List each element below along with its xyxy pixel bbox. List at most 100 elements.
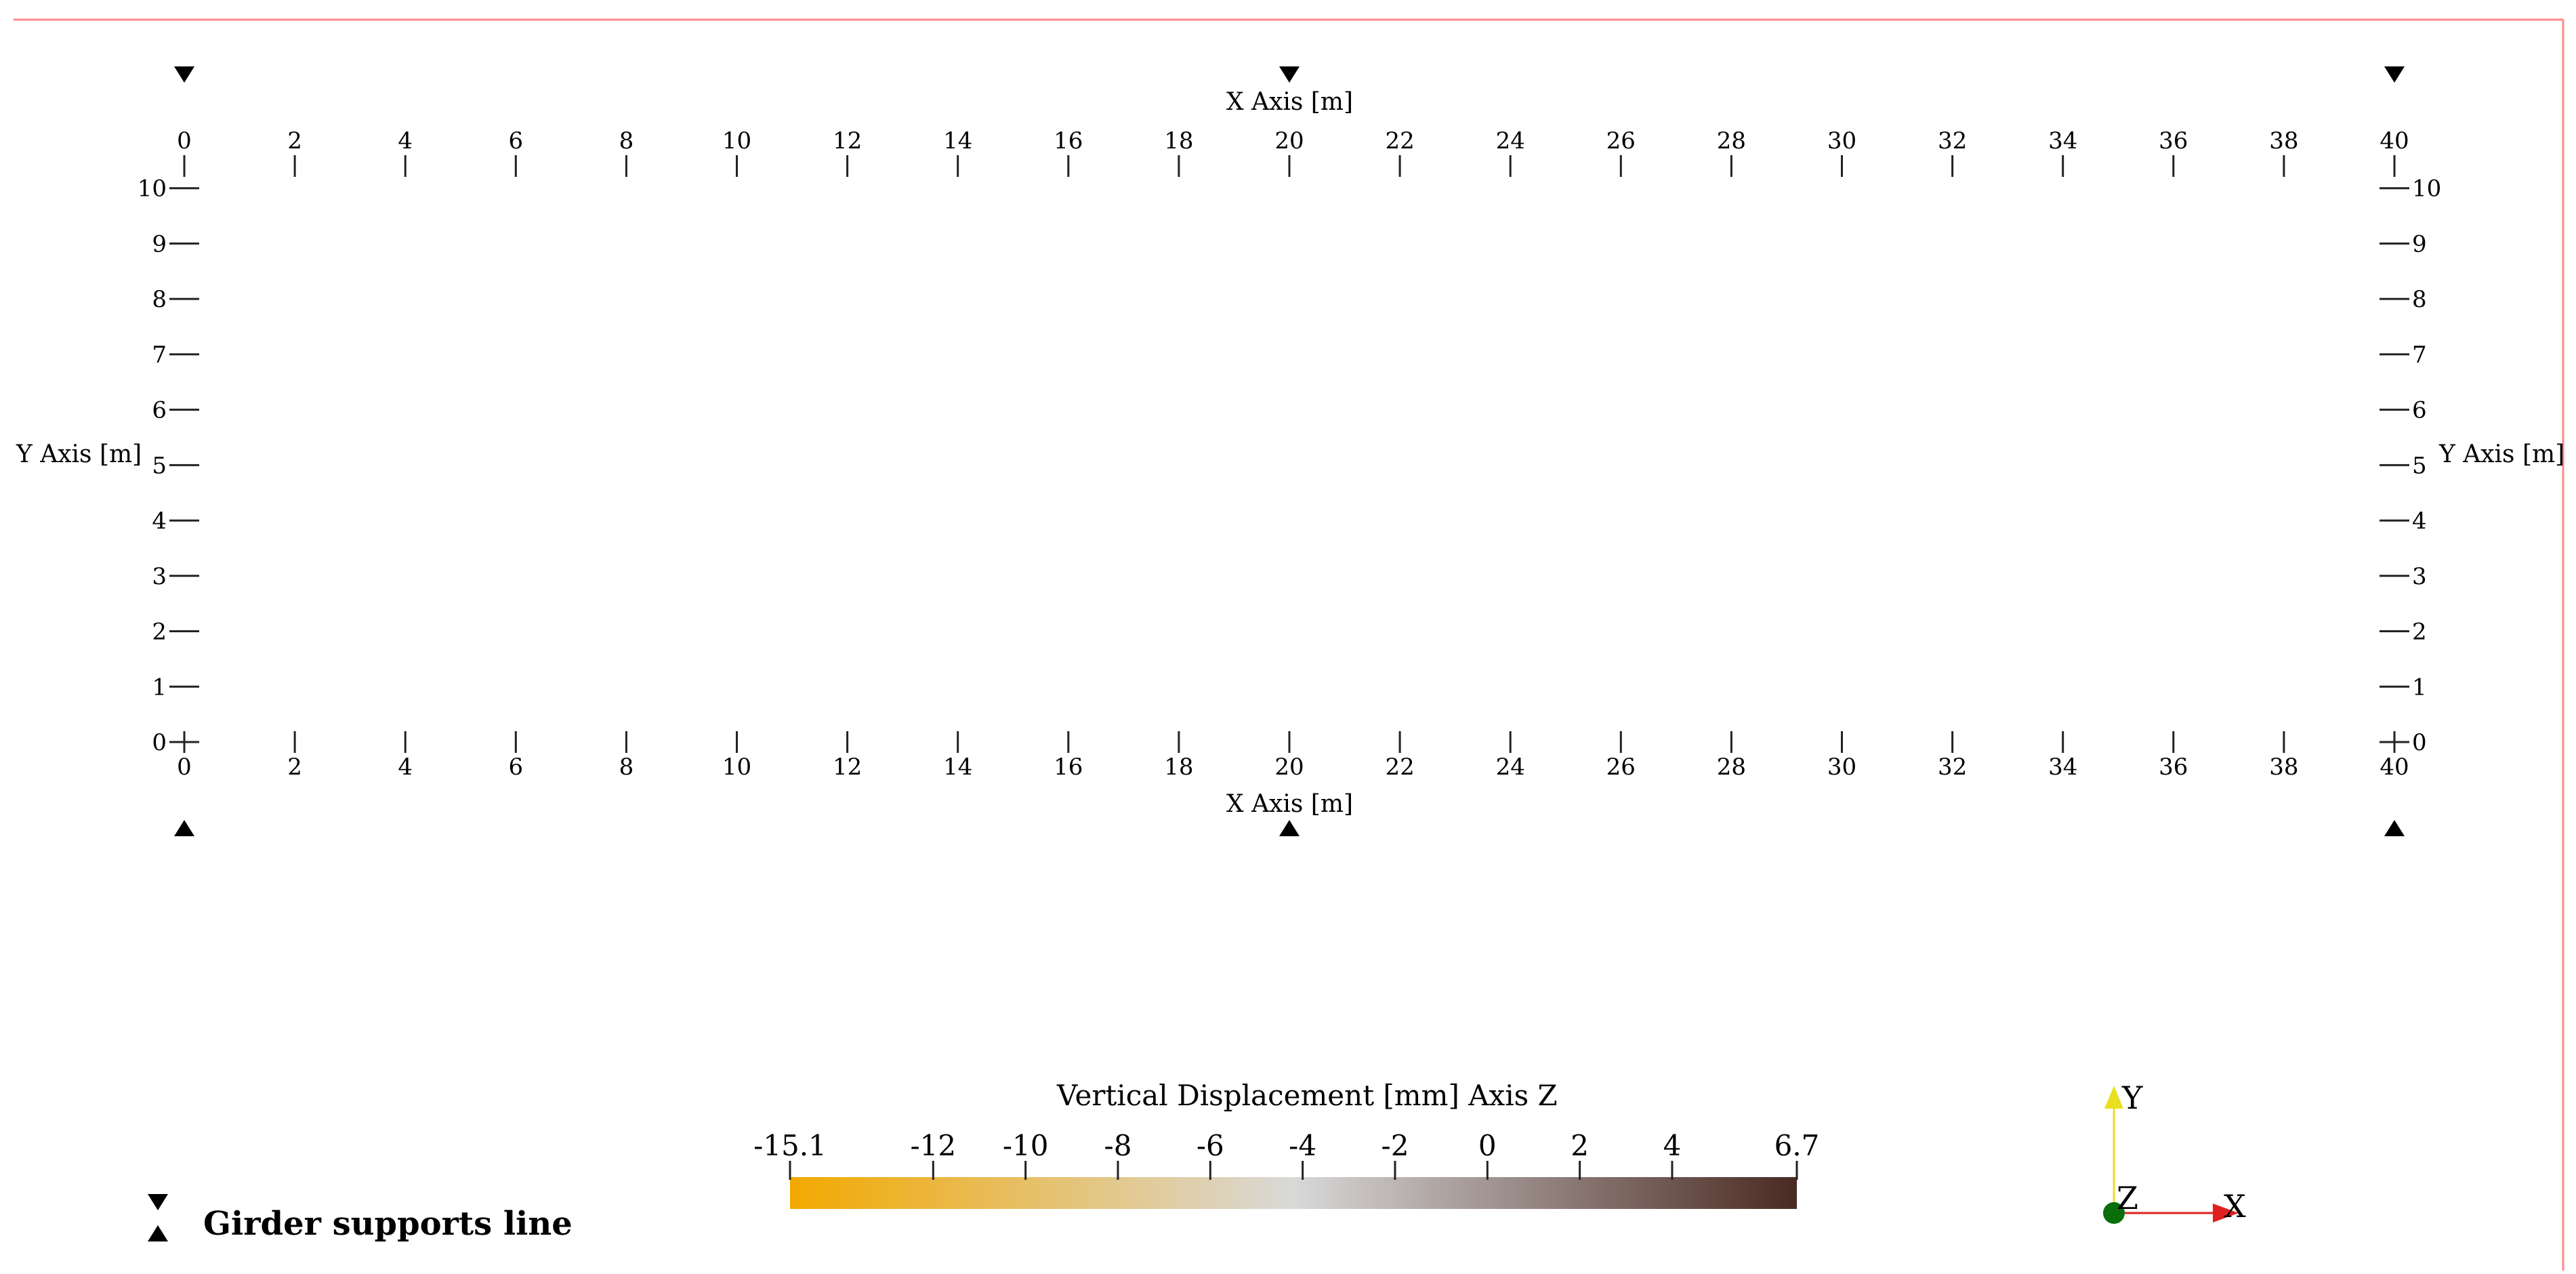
orientation-y-label: Y bbox=[2121, 1080, 2143, 1116]
colorbar-tick-label: -4 bbox=[1289, 1129, 1316, 1162]
legend-label: Girder supports line bbox=[203, 1205, 573, 1243]
colorbar-ticks: -15.1 -12 -10 -8 -6 -4 -2 0 2 4 6.7 bbox=[753, 1129, 1819, 1180]
colorbar-tick-label: -12 bbox=[910, 1129, 956, 1162]
y-tick-label-left: 9 bbox=[152, 230, 167, 258]
y-tick-label-right: 5 bbox=[2412, 452, 2427, 479]
colorbar-gradient bbox=[790, 1177, 1797, 1209]
colorbar-tick-label: -15.1 bbox=[753, 1129, 827, 1162]
x-tick-label-bottom: 14 bbox=[943, 754, 972, 781]
x-tick-label-bottom: 26 bbox=[1606, 754, 1636, 781]
y-tick-label-right: 4 bbox=[2412, 508, 2427, 535]
x-tick-label-top: 12 bbox=[833, 127, 862, 155]
y-tick-label-right: 10 bbox=[2412, 176, 2441, 203]
y-tick-label-left: 3 bbox=[152, 563, 167, 590]
y-tick-label-left: 2 bbox=[152, 619, 167, 646]
x-tick-label-bottom: 2 bbox=[287, 754, 302, 781]
y-tick-label-right: 8 bbox=[2412, 286, 2427, 313]
support-marker-top-icon bbox=[2384, 66, 2405, 83]
y-axis-title-right: Y Axis [m] bbox=[2439, 440, 2565, 468]
y-tick-label-left: 6 bbox=[152, 397, 167, 424]
x-axis-title-top: X Axis [m] bbox=[1226, 88, 1354, 116]
y-tick-label-left: 5 bbox=[152, 452, 167, 479]
x-tick-label-bottom: 28 bbox=[1717, 754, 1746, 781]
x-tick-label-top: 30 bbox=[1827, 127, 1856, 155]
y-tick-label-left: 7 bbox=[152, 342, 167, 369]
x-tick-label-bottom: 6 bbox=[508, 754, 523, 781]
colorbar-tick-label: -8 bbox=[1104, 1129, 1132, 1162]
x-tick-label-top: 18 bbox=[1164, 127, 1193, 155]
x-tick-label-bottom: 40 bbox=[2380, 754, 2409, 781]
orientation-z-axis-icon bbox=[2103, 1202, 2125, 1224]
y-tick-label-right: 7 bbox=[2412, 342, 2427, 369]
colorbar-tick-label: -6 bbox=[1197, 1129, 1224, 1162]
girder-grid bbox=[182, 163, 2397, 745]
y-tick-label-left: 4 bbox=[152, 508, 167, 535]
x-tick-label-top: 10 bbox=[722, 127, 751, 155]
x-tick-label-bottom: 0 bbox=[177, 754, 192, 781]
orientation-x-arrow-icon bbox=[2213, 1204, 2239, 1222]
x-tick-label-bottom: 34 bbox=[2048, 754, 2077, 781]
x-tick-label-bottom: 24 bbox=[1496, 754, 1525, 781]
x-tick-label-bottom: 12 bbox=[833, 754, 862, 781]
x-axis-title-bottom: X Axis [m] bbox=[1226, 790, 1354, 818]
orientation-z-label: Z bbox=[2117, 1180, 2138, 1216]
support-marker-bottom-icon bbox=[174, 820, 194, 836]
x-tick-label-top: 4 bbox=[398, 127, 413, 155]
support-markers bbox=[174, 66, 2405, 836]
y-tick-label-left: 10 bbox=[138, 176, 167, 203]
support-marker-bottom-icon bbox=[2384, 820, 2405, 836]
legend bbox=[148, 1194, 168, 1241]
x-tick-label-bottom: 30 bbox=[1827, 754, 1856, 781]
y-axis-title-left: Y Axis [m] bbox=[16, 440, 142, 468]
colorbar-tick-label: -2 bbox=[1382, 1129, 1409, 1162]
support-marker-bottom-icon bbox=[1279, 820, 1300, 836]
x-tick-label-top: 34 bbox=[2048, 127, 2077, 155]
colorbar-tick-label: 0 bbox=[1478, 1129, 1497, 1162]
x-tick-label-top: 32 bbox=[1938, 127, 1967, 155]
colorbar: -15.1 -12 -10 -8 -6 -4 -2 0 2 4 6.7 bbox=[753, 1129, 1819, 1209]
y-tick-label-right: 0 bbox=[2412, 729, 2427, 756]
legend-support-bottom-icon bbox=[148, 1225, 168, 1241]
y-tick-label-right: 2 bbox=[2412, 619, 2427, 646]
x-tick-label-bottom: 18 bbox=[1164, 754, 1193, 781]
x-tick-label-top: 38 bbox=[2269, 127, 2298, 155]
orientation-x-label: X bbox=[2224, 1188, 2246, 1225]
orientation-axes-widget: Y Z X bbox=[2103, 1080, 2246, 1225]
support-marker-top-icon bbox=[174, 66, 194, 83]
x-tick-label-top: 24 bbox=[1496, 127, 1525, 155]
x-tick-label-bottom: 8 bbox=[619, 754, 634, 781]
x-tick-label-top: 6 bbox=[508, 127, 523, 155]
support-marker-top-icon bbox=[1279, 66, 1300, 83]
x-tick-label-top: 36 bbox=[2159, 127, 2188, 155]
x-tick-label-bottom: 10 bbox=[722, 754, 751, 781]
y-tick-label-right: 1 bbox=[2412, 674, 2427, 701]
legend-support-top-icon bbox=[148, 1194, 168, 1210]
x-tick-label-top: 22 bbox=[1385, 127, 1414, 155]
x-tick-label-top: 0 bbox=[177, 127, 192, 155]
x-tick-label-top: 20 bbox=[1274, 127, 1304, 155]
x-tick-label-top: 8 bbox=[619, 127, 634, 155]
orientation-y-arrow-icon bbox=[2104, 1086, 2123, 1109]
colorbar-tick-label: 2 bbox=[1571, 1129, 1589, 1162]
y-tick-label-right: 6 bbox=[2412, 397, 2427, 424]
x-tick-label-top: 28 bbox=[1717, 127, 1746, 155]
colorbar-title: Vertical Displacement [mm] Axis Z bbox=[1057, 1079, 1558, 1112]
x-tick-label-top: 26 bbox=[1606, 127, 1636, 155]
x-tick-label-bottom: 38 bbox=[2269, 754, 2298, 781]
x-tick-label-top: 40 bbox=[2380, 127, 2409, 155]
x-tick-label-bottom: 4 bbox=[398, 754, 413, 781]
x-tick-label-bottom: 32 bbox=[1938, 754, 1967, 781]
y-tick-label-right: 9 bbox=[2412, 230, 2427, 258]
y-tick-label-left: 0 bbox=[152, 729, 167, 756]
x-tick-label-bottom: 36 bbox=[2159, 754, 2188, 781]
y-tick-label-left: 8 bbox=[152, 286, 167, 313]
y-tick-label-right: 3 bbox=[2412, 563, 2427, 590]
x-tick-label-bottom: 20 bbox=[1274, 754, 1304, 781]
colorbar-tick-label: 4 bbox=[1663, 1129, 1682, 1162]
x-tick-label-bottom: 16 bbox=[1054, 754, 1083, 781]
x-tick-label-bottom: 22 bbox=[1385, 754, 1414, 781]
y-tick-label-left: 1 bbox=[152, 674, 167, 701]
x-tick-label-top: 14 bbox=[943, 127, 972, 155]
